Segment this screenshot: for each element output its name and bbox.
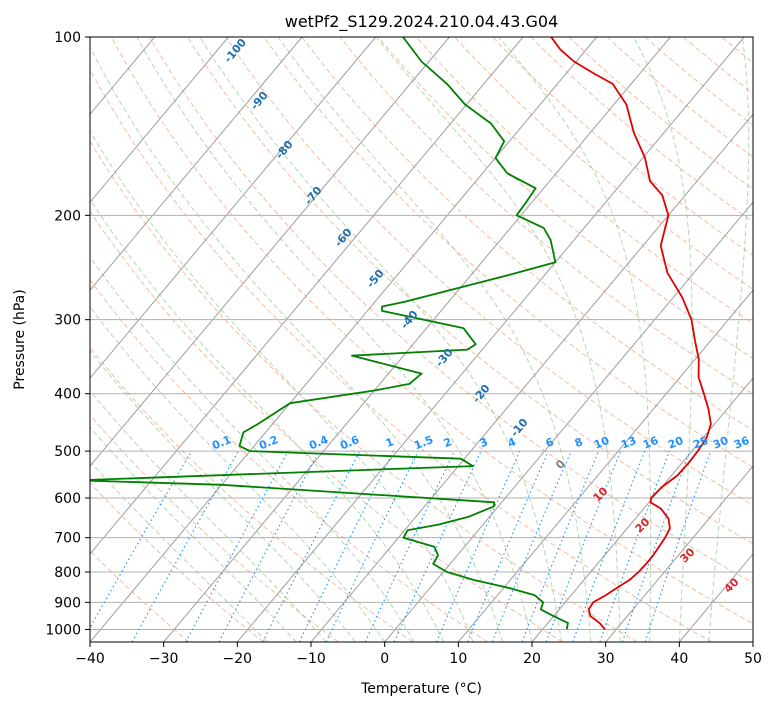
y-tick-label: 700: [54, 531, 81, 547]
x-tick-label: −20: [223, 651, 253, 667]
moist-adiabat-line: [90, 460, 268, 642]
moist-adiabat-line: [90, 389, 327, 642]
mixing-ratio-label: 25: [691, 434, 710, 452]
y-tick-label: 300: [54, 313, 81, 329]
moist-adiabat-line: [90, 426, 297, 642]
x-axis-title: Temperature (°C): [360, 681, 482, 697]
mixing-ratio-label: 2: [442, 435, 454, 450]
moist-adiabat-line: [90, 306, 386, 642]
x-tick-label: −40: [75, 651, 105, 667]
mixing-ratio-label: 36: [732, 434, 751, 452]
moist-adiabat-line: [632, 37, 693, 642]
mixing-ratio-line: [364, 450, 455, 642]
isotherm-line: [90, 37, 524, 555]
x-tick-label: 10: [449, 651, 467, 667]
mixing-ratio-label: 16: [641, 434, 660, 452]
data-layer: [90, 37, 712, 630]
x-tick-label: −10: [296, 651, 326, 667]
isotherm-line: [310, 113, 753, 642]
moist-adiabat-line: [375, 37, 621, 642]
dry-adiabat-line: [225, 37, 753, 506]
y-tick-label: 200: [54, 208, 81, 224]
y-tick-label: 600: [54, 491, 81, 507]
temperature-profile-line: [550, 37, 712, 630]
y-tick-label: 1000: [45, 622, 81, 638]
x-tick-label: 50: [744, 651, 762, 667]
moist-adiabat-line: [708, 37, 750, 642]
dry-adiabat-line: [90, 414, 339, 642]
grid-layer: [90, 37, 753, 642]
moist-adiabat-line: [277, 37, 592, 642]
dry-adiabat-line: [377, 37, 753, 360]
moist-adiabat-line: [199, 37, 562, 642]
x-tick-label: 20: [523, 651, 541, 667]
dry-adiabat-line: [149, 37, 753, 584]
mixing-ratio-line: [90, 450, 192, 629]
y-tick-label: 900: [54, 595, 81, 611]
mixing-ratio-label: 3: [478, 435, 490, 450]
isotherm-line: [457, 289, 753, 642]
mixing-ratio-line: [325, 450, 419, 642]
axis-layer: −40 −30 −20 −10 0 10 20 30 40 50 100 200 300 400 500 60…: [45, 30, 762, 667]
dry-adiabat-line: [90, 140, 638, 642]
moist-adiabat-line: [90, 350, 356, 642]
y-tick-label: 500: [54, 444, 81, 460]
dry-adiabat-line: [90, 278, 488, 642]
mixing-ratio-line: [545, 450, 622, 642]
plot-frame: [89, 36, 754, 643]
mixing-ratio-line: [521, 450, 600, 642]
mixing-ratio-label: 13: [619, 434, 638, 452]
y-tick-label: 100: [54, 30, 81, 46]
isotherm-line: [90, 37, 303, 291]
dry-adiabat-line: [339, 37, 753, 395]
isotherm-line: [236, 37, 745, 642]
dry-adiabat-line: [90, 210, 563, 642]
isotherm-line: [90, 37, 377, 379]
moist-adiabat-line: [90, 198, 445, 642]
y-tick-label: 800: [54, 565, 81, 581]
mixing-ratio-line: [393, 450, 482, 642]
x-tick-label: 0: [380, 651, 389, 667]
mixing-ratio-label: 8: [573, 435, 585, 450]
moist-adiabat-line: [90, 256, 415, 642]
mixing-ratio-label: 1: [384, 435, 396, 450]
chart-title: wetPf2_S129.2024.210.04.43.G04: [285, 12, 559, 32]
isotherm-line: [163, 37, 671, 642]
x-tick-label: 40: [670, 651, 688, 667]
isotherm-line: [90, 37, 598, 642]
y-axis-title: Pressure (hPa): [12, 289, 28, 389]
isotherm-line: [531, 377, 753, 642]
moist-adiabat-line: [498, 37, 652, 642]
mixing-ratio-label: 10: [592, 434, 611, 452]
mixing-ratio-line: [572, 450, 646, 642]
dry-adiabat-line: [454, 37, 753, 290]
y-tick-label: 400: [54, 387, 81, 403]
dewpoint-profile-line: [90, 37, 569, 630]
mixing-ratio-line: [185, 450, 289, 642]
isotherm-line: [384, 201, 753, 642]
moist-adiabat-line: [90, 45, 503, 642]
mixing-ratio-label: 30: [711, 434, 730, 452]
moist-adiabat-line: [90, 130, 474, 642]
x-tick-label: 30: [597, 651, 615, 667]
dry-adiabat-line: [110, 37, 753, 625]
mixing-ratio-line: [298, 450, 394, 642]
isotherm-line: [605, 465, 753, 642]
dry-adiabat-line: [263, 37, 753, 469]
mixing-ratio-line: [644, 450, 712, 642]
dry-adiabat-line: [187, 37, 753, 545]
dry-adiabat-line: [90, 68, 712, 642]
isotherm-line: [90, 37, 229, 204]
dry-adiabat-line: [90, 481, 264, 642]
isotherm-line: [90, 37, 450, 467]
x-tick-label: −30: [149, 651, 179, 667]
mixing-ratio-label: 20: [666, 434, 685, 452]
